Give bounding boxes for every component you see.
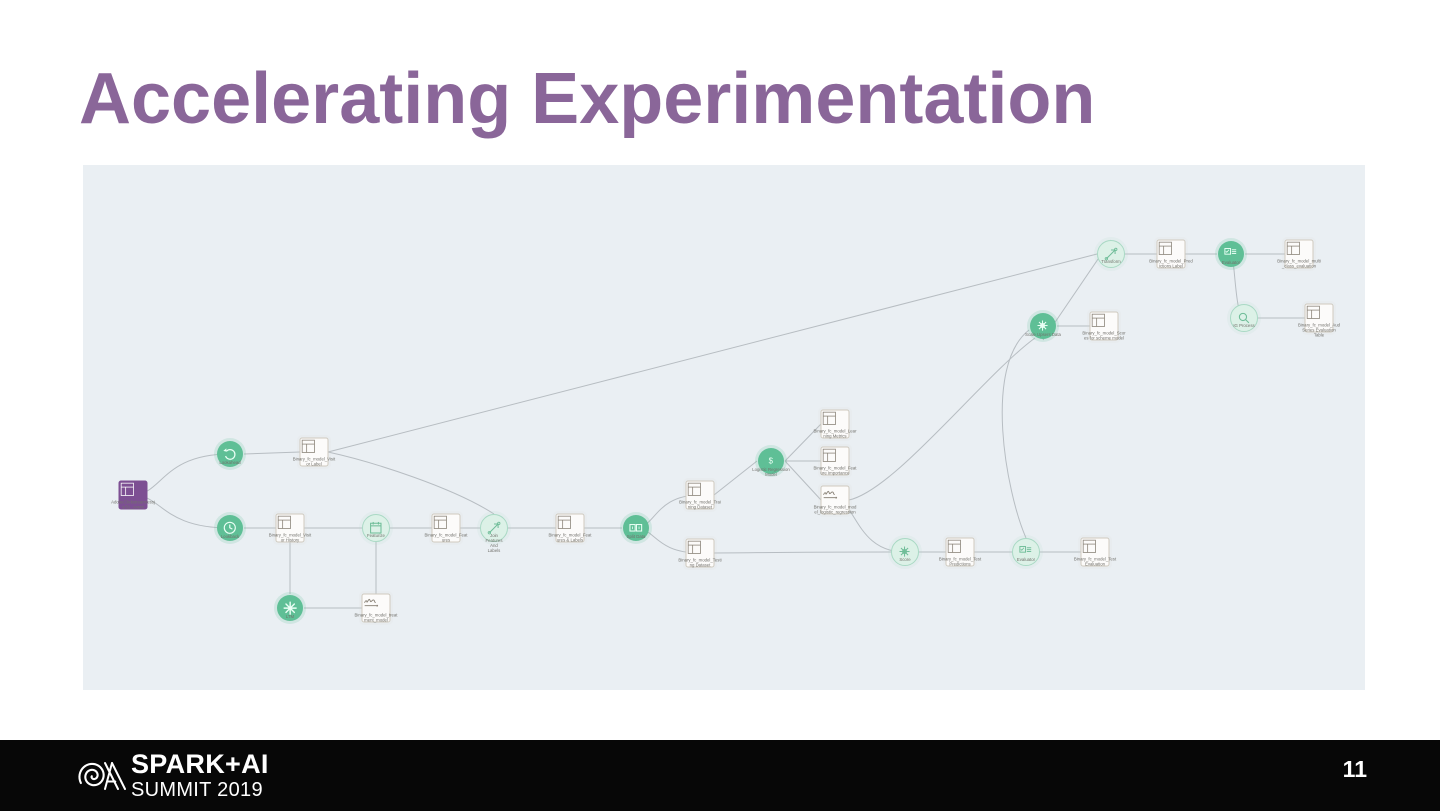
svg-text:$: $ <box>769 456 774 465</box>
